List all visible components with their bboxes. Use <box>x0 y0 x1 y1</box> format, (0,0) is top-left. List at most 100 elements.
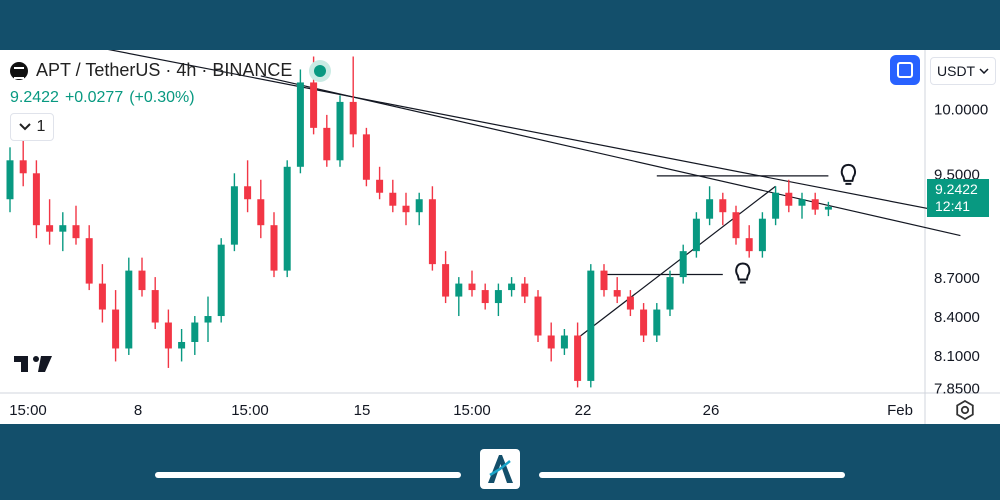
candle-body <box>666 277 674 310</box>
x-tick-label: 15 <box>354 402 371 419</box>
candle-body <box>283 166 291 271</box>
left-divider-bar <box>155 472 461 478</box>
y-tick-label: 10.0000 <box>934 101 988 118</box>
candle-body <box>679 251 687 278</box>
x-tick-label: 15:00 <box>9 402 47 419</box>
candle-body <box>560 335 568 349</box>
candle-body <box>85 238 93 284</box>
settings-icon[interactable] <box>955 400 975 420</box>
candle-body <box>98 283 106 310</box>
y-tick-label: 8.1000 <box>934 348 980 365</box>
candle-body <box>521 283 529 297</box>
symbol-icon <box>10 61 28 80</box>
tradingview-logo-icon <box>14 356 52 372</box>
candle-body <box>613 290 621 297</box>
candle-body <box>428 199 436 265</box>
candle-body <box>442 264 450 297</box>
y-tick-label: 8.4000 <box>934 309 980 326</box>
candle-body <box>310 82 318 128</box>
candle-body <box>270 225 278 271</box>
candle-body <box>336 101 344 161</box>
live-indicator-icon <box>314 64 327 77</box>
candle-body <box>59 225 67 232</box>
brand-logo-icon <box>480 449 520 489</box>
candle-body <box>6 160 14 200</box>
currency-label: USDT <box>937 63 976 79</box>
candle-body <box>164 322 172 349</box>
candle-body <box>217 244 225 317</box>
candle-body <box>732 212 740 239</box>
trendline <box>260 75 961 237</box>
candle-body <box>534 296 542 336</box>
candle-body <box>178 341 186 349</box>
candle-body <box>72 225 80 239</box>
candle-body <box>415 199 423 213</box>
candle-body <box>125 270 133 349</box>
x-tick-label: 8 <box>134 402 142 419</box>
chart-panel[interactable]: 10.0000 9.5000 8.7000 8.4000 8.1000 7.8500 15:… <box>0 50 1000 424</box>
currency-select[interactable]: USDT <box>930 57 996 85</box>
candle-body <box>389 192 397 206</box>
candle-body <box>508 283 516 291</box>
y-tick-label: 7.8500 <box>934 380 980 397</box>
candle-body <box>626 296 634 310</box>
candle-body <box>772 192 780 219</box>
candle-body <box>574 335 582 381</box>
candle-body <box>402 205 410 213</box>
fullscreen-button[interactable] <box>890 55 920 85</box>
symbol-legend[interactable]: APT / TetherUS · 4h · BINANCE <box>10 60 327 81</box>
indicators-collapse-button[interactable]: 1 <box>10 113 54 141</box>
chevron-down-icon <box>979 68 989 74</box>
candle-body <box>151 290 159 323</box>
price-change-pct: (+0.30%) <box>129 89 195 106</box>
candle-body <box>811 199 819 210</box>
current-price-badge: 9.2422 12:41 <box>927 179 989 217</box>
candle-body <box>706 199 714 219</box>
candle-body <box>323 127 331 161</box>
x-tick-label: 22 <box>575 402 592 419</box>
candle-body <box>138 270 146 291</box>
candle-body <box>362 134 370 180</box>
candle-body <box>640 309 648 336</box>
candle-body <box>230 186 238 245</box>
price-legend: 9.2422 +0.0277 (+0.30%) <box>10 89 195 107</box>
lightbulb-icon <box>735 262 751 284</box>
candle-body <box>468 283 476 291</box>
candle-body <box>455 283 463 297</box>
candle-body <box>46 225 54 232</box>
badge-countdown: 12:41 <box>935 198 971 214</box>
candle-body <box>547 335 555 349</box>
right-divider-bar <box>539 472 845 478</box>
symbol-title: APT / TetherUS · 4h · BINANCE <box>36 60 293 80</box>
trendline <box>577 185 776 339</box>
candle-body <box>600 270 608 291</box>
candle-body <box>653 309 661 336</box>
lightbulb-bulb <box>840 163 856 182</box>
indicator-count: 1 <box>36 118 46 135</box>
candle-body <box>112 309 120 349</box>
chevron-down-icon <box>18 123 31 131</box>
x-tick-label: Feb <box>887 402 913 419</box>
candle-body <box>798 199 806 206</box>
candle-body <box>481 290 489 304</box>
candle-body <box>692 218 700 252</box>
badge-price: 9.2422 <box>935 181 978 197</box>
lightbulb-bulb <box>735 262 751 281</box>
trendline <box>107 50 961 216</box>
candlestick-chart[interactable]: 10.00009.50008.70008.40008.10007.850015:… <box>0 50 1000 424</box>
candle-body <box>824 206 832 210</box>
candle-body <box>19 160 27 174</box>
x-tick-label: 15:00 <box>231 402 269 419</box>
price-change: +0.0277 <box>64 89 124 106</box>
lightbulb-icon <box>840 163 856 185</box>
candle-body <box>719 199 727 213</box>
y-tick-label: 8.7000 <box>934 270 980 287</box>
candle-body <box>257 199 265 226</box>
candle-body <box>587 270 595 381</box>
candle-body <box>191 322 199 342</box>
candle-body <box>244 186 252 200</box>
x-tick-label: 15:00 <box>453 402 491 419</box>
candle-body <box>296 82 304 167</box>
x-tick-label: 26 <box>703 402 720 419</box>
candle-body <box>745 238 753 252</box>
